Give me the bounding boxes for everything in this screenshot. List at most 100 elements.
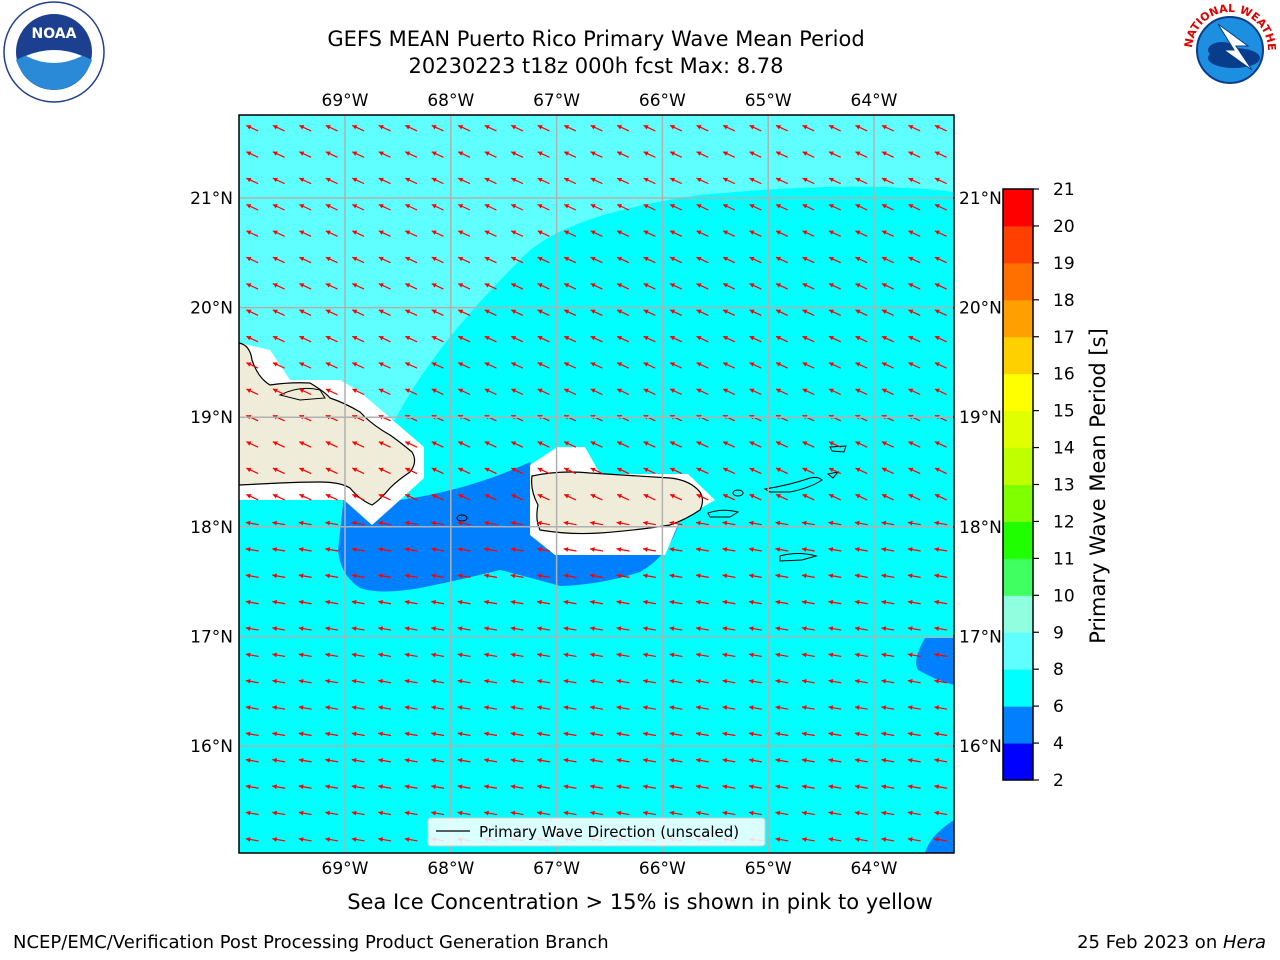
wave-arrow bbox=[245, 784, 259, 790]
wave-arrow bbox=[881, 758, 895, 763]
colorbar-tick-label: 2 bbox=[1053, 771, 1064, 791]
wave-arrow bbox=[378, 837, 392, 842]
wave-arrow bbox=[802, 493, 815, 501]
wave-arrow bbox=[431, 652, 445, 658]
wave-arrow bbox=[457, 547, 471, 552]
wave-arrow bbox=[510, 124, 524, 132]
wave-arrow bbox=[484, 493, 497, 501]
wave-arrow bbox=[696, 230, 709, 237]
wave-arrow bbox=[404, 520, 418, 526]
wave-arrow bbox=[510, 784, 524, 790]
wave-arrow bbox=[351, 599, 365, 605]
wave-arrow bbox=[881, 283, 894, 290]
wave-arrow bbox=[431, 309, 444, 316]
wave-arrow bbox=[881, 309, 894, 316]
wave-arrow bbox=[934, 124, 947, 132]
wave-arrow bbox=[908, 256, 921, 264]
wave-arrow bbox=[563, 335, 577, 343]
wave-arrow bbox=[484, 177, 497, 185]
wave-arrow bbox=[563, 547, 577, 552]
wave-arrow bbox=[642, 731, 656, 737]
wave-arrow bbox=[934, 441, 947, 448]
wave-arrow bbox=[537, 335, 550, 343]
wave-arrow bbox=[431, 705, 445, 711]
wave-arrow bbox=[484, 731, 498, 737]
wave-arrow bbox=[352, 388, 365, 396]
wave-arrow bbox=[510, 520, 524, 526]
wave-arrow bbox=[854, 678, 868, 684]
wave-arrow bbox=[722, 810, 736, 816]
wave-arrow bbox=[537, 784, 551, 790]
wave-arrow bbox=[722, 124, 736, 132]
wave-arrow bbox=[457, 573, 471, 579]
wave-arrow bbox=[404, 283, 418, 290]
wave-arrow bbox=[828, 573, 842, 579]
wave-arrow bbox=[431, 256, 444, 264]
wave-arrow bbox=[431, 731, 445, 737]
wave-arrow bbox=[589, 784, 604, 790]
wave-arrow bbox=[299, 467, 312, 475]
wave-arrow bbox=[352, 335, 365, 343]
wave-arrow bbox=[748, 626, 762, 631]
wave-arrow bbox=[642, 705, 656, 711]
wave-arrow bbox=[907, 652, 921, 658]
wave-arrow bbox=[696, 467, 709, 475]
wave-arrow bbox=[272, 493, 285, 501]
wave-arrow bbox=[563, 573, 577, 579]
wave-arrow bbox=[722, 441, 736, 448]
wave-arrow bbox=[828, 151, 841, 158]
wave-arrow bbox=[616, 203, 630, 211]
wave-arrow bbox=[801, 705, 815, 711]
wave-arrow bbox=[325, 810, 339, 816]
wave-arrow bbox=[510, 441, 524, 448]
wave-arrow bbox=[616, 177, 630, 185]
wave-arrow bbox=[907, 599, 921, 605]
wave-arrow bbox=[802, 388, 815, 396]
wave-arrow bbox=[378, 626, 392, 631]
wave-arrow bbox=[325, 837, 339, 842]
wave-arrow bbox=[802, 151, 815, 158]
wave-arrow bbox=[378, 362, 391, 369]
wave-arrow bbox=[590, 177, 603, 185]
wave-arrow bbox=[669, 362, 683, 369]
wave-arrow bbox=[431, 441, 444, 448]
wave-arrow bbox=[272, 784, 286, 790]
wave-arrow bbox=[325, 230, 338, 237]
wave-arrow bbox=[616, 441, 630, 448]
wave-arrow bbox=[484, 467, 497, 475]
wave-arrow bbox=[563, 362, 577, 369]
wave-arrow bbox=[325, 758, 339, 763]
wave-arrow bbox=[510, 177, 524, 185]
wave-arrow bbox=[801, 520, 815, 526]
noaa-logo-text: NOAA bbox=[32, 26, 77, 42]
wave-arrow bbox=[510, 335, 524, 343]
wave-arrow bbox=[590, 493, 603, 501]
wave-arrow bbox=[616, 810, 630, 816]
wave-arrow bbox=[722, 678, 736, 684]
wave-arrow bbox=[563, 151, 577, 158]
wave-arrow bbox=[695, 784, 709, 790]
wave-arrow bbox=[616, 626, 630, 631]
wave-arrow bbox=[828, 203, 841, 211]
wave-arrow bbox=[537, 652, 551, 658]
lon-label-bottom: 66°W bbox=[639, 859, 686, 879]
wave-arrow bbox=[907, 810, 921, 816]
wave-arrow bbox=[669, 203, 683, 211]
wave-arrow bbox=[642, 678, 656, 684]
lon-label-top: 66°W bbox=[639, 91, 686, 111]
wave-arrow bbox=[404, 230, 418, 237]
wave-arrow bbox=[749, 177, 762, 185]
wave-arrow bbox=[563, 626, 577, 631]
wave-arrow bbox=[404, 388, 418, 396]
wave-arrow bbox=[802, 283, 815, 290]
wave-arrow bbox=[537, 493, 550, 501]
wave-arrow bbox=[802, 203, 815, 211]
wave-arrow bbox=[589, 678, 604, 684]
wave-arrow bbox=[775, 441, 789, 448]
wave-arrow bbox=[431, 203, 444, 211]
wave-arrow bbox=[272, 230, 285, 237]
wave-arrow bbox=[775, 256, 789, 264]
wave-arrow bbox=[378, 441, 391, 448]
lon-labels-bottom: 69°W 68°W 67°W 66°W 65°W 64°W bbox=[322, 859, 898, 879]
wave-arrow bbox=[352, 203, 365, 211]
